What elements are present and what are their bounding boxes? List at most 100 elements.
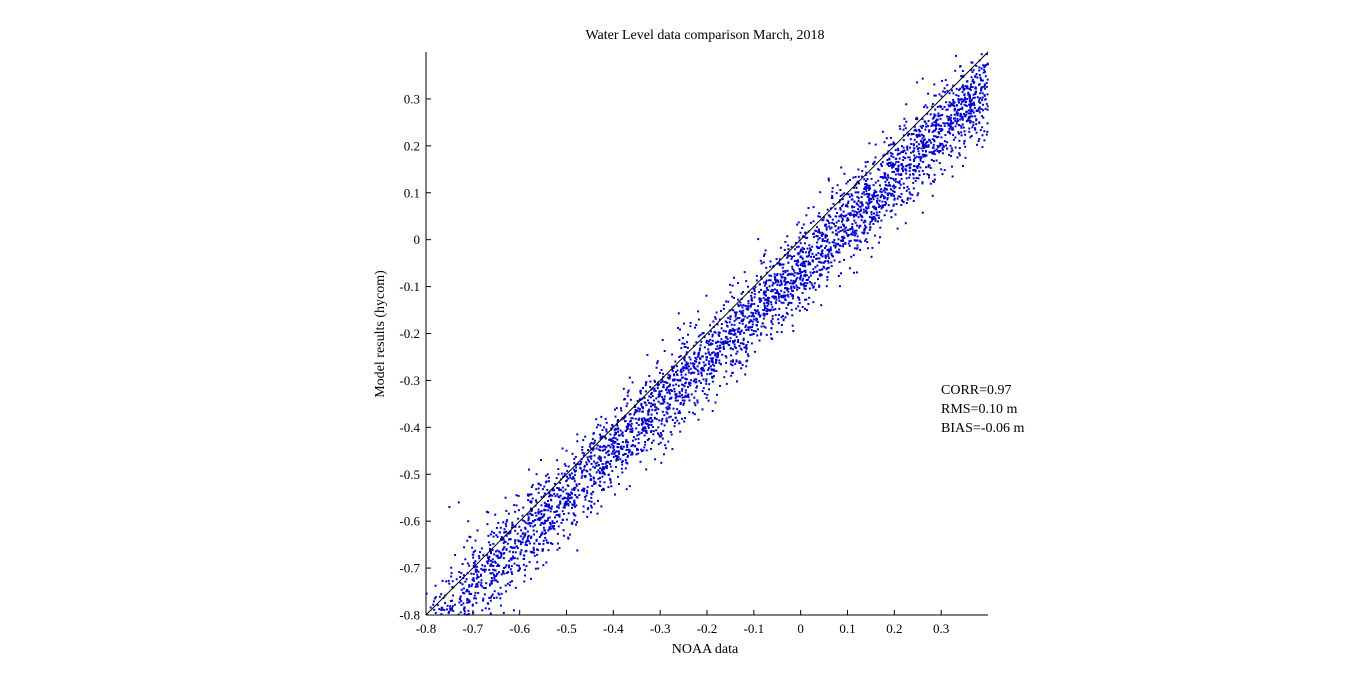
- data-point: [827, 214, 830, 217]
- data-point: [866, 160, 869, 163]
- data-point: [567, 492, 570, 495]
- data-point: [863, 231, 866, 234]
- data-point: [959, 115, 962, 118]
- data-point: [617, 434, 620, 437]
- data-point: [839, 208, 842, 211]
- data-point: [780, 324, 783, 326]
- data-point: [733, 319, 736, 322]
- data-point: [621, 471, 624, 474]
- data-point: [652, 439, 655, 442]
- data-point: [940, 114, 943, 117]
- data-point: [704, 352, 707, 355]
- data-point: [776, 279, 779, 282]
- data-point: [662, 398, 664, 401]
- data-point: [622, 445, 625, 448]
- data-point: [556, 493, 559, 496]
- data-point: [506, 542, 509, 545]
- data-point: [933, 173, 936, 176]
- data-point: [545, 480, 548, 483]
- data-point: [565, 449, 568, 452]
- data-point: [734, 333, 737, 336]
- data-point: [874, 191, 877, 194]
- data-point: [595, 418, 598, 421]
- data-point: [826, 276, 829, 278]
- data-point: [970, 103, 973, 106]
- data-point: [812, 206, 815, 209]
- data-point: [745, 305, 748, 308]
- data-point: [553, 489, 556, 492]
- data-point: [491, 572, 494, 575]
- data-point: [975, 118, 978, 121]
- data-point: [674, 393, 677, 396]
- data-point: [802, 282, 805, 285]
- data-point: [932, 151, 935, 154]
- data-point: [799, 271, 802, 274]
- data-point: [642, 429, 645, 432]
- data-point: [683, 399, 686, 402]
- data-point: [938, 128, 941, 130]
- data-point: [910, 133, 913, 136]
- data-point: [510, 565, 513, 568]
- data-point: [527, 519, 530, 522]
- data-point: [931, 105, 934, 108]
- data-point: [607, 449, 610, 452]
- data-point: [754, 330, 757, 333]
- data-point: [604, 417, 607, 420]
- data-point: [884, 188, 887, 191]
- data-point: [812, 255, 815, 258]
- data-point: [657, 433, 660, 436]
- data-point: [673, 373, 675, 376]
- data-point: [809, 263, 812, 266]
- data-point: [505, 520, 508, 523]
- data-point: [475, 568, 477, 571]
- data-point: [934, 129, 937, 132]
- data-point: [589, 479, 592, 482]
- data-point: [986, 108, 989, 111]
- data-point: [850, 255, 853, 258]
- data-point: [513, 562, 516, 565]
- data-point: [552, 526, 555, 529]
- data-point: [971, 61, 974, 64]
- data-point: [963, 98, 966, 101]
- data-point: [764, 282, 767, 285]
- data-point: [599, 435, 602, 438]
- data-point: [597, 477, 600, 480]
- data-point: [921, 149, 924, 152]
- data-point: [559, 481, 562, 484]
- data-point: [475, 569, 478, 572]
- data-point: [969, 86, 972, 88]
- data-point: [972, 121, 975, 124]
- data-point: [482, 597, 485, 600]
- data-point: [837, 226, 840, 229]
- data-point: [874, 143, 877, 146]
- data-point: [731, 309, 734, 312]
- data-point: [792, 289, 794, 292]
- data-point: [556, 520, 558, 523]
- data-point: [647, 412, 650, 415]
- data-point: [921, 137, 924, 140]
- data-point: [434, 584, 437, 587]
- data-point: [636, 448, 638, 451]
- data-point: [665, 387, 668, 390]
- data-point: [658, 419, 661, 422]
- data-point: [945, 108, 948, 111]
- data-point: [830, 207, 832, 210]
- data-point: [969, 110, 972, 113]
- data-point: [574, 456, 577, 458]
- data-point: [965, 113, 968, 116]
- data-point: [831, 218, 834, 221]
- data-point: [500, 573, 503, 576]
- data-point: [531, 497, 534, 500]
- data-point: [893, 187, 896, 190]
- data-point: [873, 216, 876, 219]
- data-point: [575, 523, 577, 526]
- data-point: [675, 383, 678, 386]
- data-point: [801, 235, 804, 238]
- data-point: [660, 369, 663, 371]
- data-point: [685, 395, 688, 398]
- data-point: [854, 175, 857, 178]
- data-point: [604, 436, 607, 439]
- data-point: [818, 257, 821, 260]
- data-point: [981, 99, 984, 102]
